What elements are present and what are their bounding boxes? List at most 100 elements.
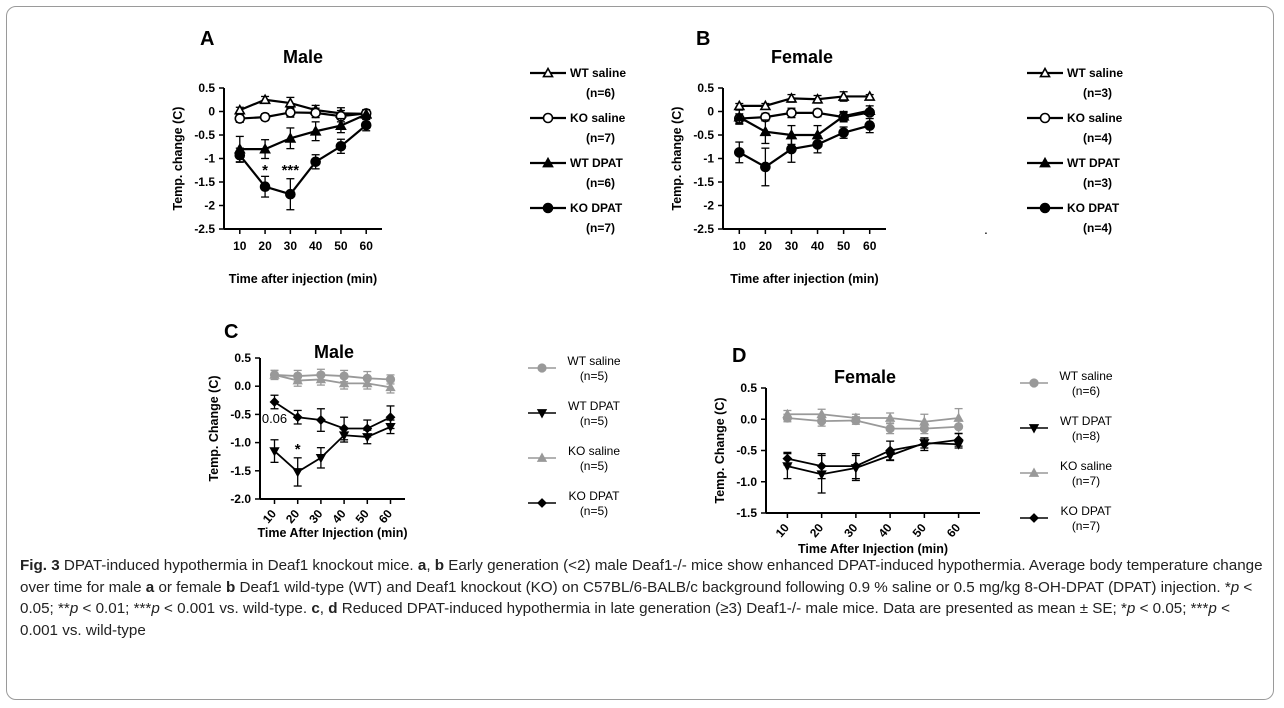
data-point: [837, 90, 850, 101]
legend-n: (n=7): [586, 221, 615, 235]
data-point: [259, 142, 271, 154]
y-tick-label: 0: [208, 105, 215, 119]
legend-marker: [536, 409, 548, 419]
data-point: [919, 439, 930, 450]
y-tick-label: -1.5: [230, 464, 251, 478]
legend-entry: WT saline(n=5): [528, 354, 621, 383]
y-tick-label: 0.5: [198, 81, 215, 95]
legend-n: (n=3): [1083, 86, 1112, 100]
data-point: [284, 132, 297, 143]
y-tick-label: 0.5: [234, 351, 251, 365]
legend-label: KO DPAT: [569, 489, 621, 503]
data-point: [760, 161, 771, 173]
legend-marker: [542, 66, 554, 78]
y-tick-label: 0.0: [740, 412, 757, 426]
legend-marker: [1039, 66, 1051, 78]
legend-entry: KO DPAT (n=4): [1027, 201, 1120, 235]
chart-panel-a: A Male 0.5 0 -0.5 -1 -1.5 -2 -2.5 10 20 30 40 50 60 Tim…: [171, 28, 626, 286]
legend-marker: [542, 202, 554, 214]
caption-p: p: [69, 600, 79, 617]
data-point: [259, 111, 271, 123]
series-line: [787, 413, 959, 423]
data-point: [782, 408, 793, 419]
data-point: [292, 412, 303, 423]
legend-n: (n=5): [580, 369, 608, 383]
series-wt-dpat: [782, 437, 964, 494]
y-tick-label: -1: [204, 152, 215, 166]
y-tick-label: -1.5: [693, 175, 714, 189]
data-point: [885, 424, 895, 434]
caption-text: Deaf1 wild-type (WT) and Deaf1 knockout …: [235, 578, 1231, 596]
series-line: [274, 401, 391, 430]
x-tick-label: 60: [863, 239, 877, 253]
x-tick-label: 40: [309, 239, 323, 253]
data-point: [315, 453, 327, 464]
data-point: [863, 104, 876, 115]
x-tick-label: 10: [733, 239, 747, 253]
legend-label: KO saline: [570, 111, 626, 125]
y-tick-label: -1.0: [230, 436, 251, 450]
caption-ref-b: b: [225, 578, 236, 596]
x-tick-label: 30: [841, 521, 861, 540]
data-point: [733, 110, 746, 122]
legend-entry: WT saline(n=6): [1020, 369, 1113, 398]
caption-ref-b: b: [434, 557, 445, 574]
series-ko-saline: [269, 369, 396, 394]
y-tick-label: -0.5: [736, 444, 757, 458]
data-point: [919, 416, 930, 426]
data-point: [292, 375, 303, 385]
x-tick-label: 10: [233, 239, 247, 253]
legend-marker: [1028, 467, 1040, 477]
data-point: [362, 377, 373, 388]
data-point: [310, 107, 321, 119]
legend-label: KO saline: [1067, 111, 1123, 125]
legend-marker: [537, 363, 547, 373]
x-axis-label: Time After Injection (min): [257, 526, 407, 540]
x-tick-label: 50: [837, 239, 851, 253]
y-tick-label: -1.5: [736, 506, 757, 520]
caption-text: or female: [154, 578, 226, 596]
data-point: [786, 143, 797, 155]
legend-n: (n=3): [1083, 176, 1112, 190]
caption-ref-a: a: [145, 578, 155, 596]
y-tick-label: -2: [703, 199, 714, 213]
legend-marker: [536, 452, 548, 462]
series-line: [239, 113, 367, 151]
legend-marker: [1039, 202, 1051, 214]
caption-text: < 0.01; ***: [78, 600, 152, 617]
legend-entry: WT DPAT (n=6): [530, 156, 624, 190]
panel-label: D: [732, 345, 746, 367]
x-tick-label: 50: [334, 239, 348, 253]
data-point: [785, 92, 798, 103]
legend-n: (n=5): [580, 459, 608, 473]
data-point: [811, 93, 824, 104]
legend-marker: [1039, 112, 1051, 124]
y-axis-label: Temp. change (C): [670, 107, 684, 211]
x-tick-label: 20: [807, 521, 827, 540]
data-point: [850, 461, 861, 472]
legend-entry: KO DPAT(n=5): [528, 489, 620, 518]
caption-fig-label: Fig. 3: [20, 557, 60, 574]
legend-label: KO saline: [1060, 459, 1112, 473]
legend-marker: [1029, 513, 1039, 523]
y-tick-label: -1.5: [194, 175, 215, 189]
y-axis-label: Temp. change (C): [171, 107, 185, 211]
series-ko-saline: [782, 407, 964, 430]
chart-panel-d: D Female 0.5 0.0 -0.5 -1.0 -1.5 10 20 30 40 50 60 Tim…: [713, 345, 1113, 556]
figure-caption: Fig. 3 DPAT-induced hypothermia in Deaf1…: [20, 555, 1265, 641]
series-line: [787, 417, 959, 430]
caption-text: < 0.05; **: [20, 578, 1253, 618]
y-tick-label: -0.5: [230, 407, 251, 421]
legend-entry: KO saline(n=7): [1020, 459, 1112, 488]
data-point: [269, 397, 280, 407]
legend-entry: KO saline(n=7): [530, 111, 626, 145]
legend-label: WT saline: [567, 354, 620, 368]
x-tick-label: 60: [360, 239, 374, 253]
caption-text: < 0.001 vs. wild-type.: [159, 600, 312, 617]
legend-n: (n=5): [580, 414, 608, 428]
legend-n: (n=4): [1083, 131, 1112, 145]
data-point: [234, 149, 246, 161]
y-tick-label: -0.5: [194, 128, 215, 142]
data-point: [786, 107, 797, 119]
